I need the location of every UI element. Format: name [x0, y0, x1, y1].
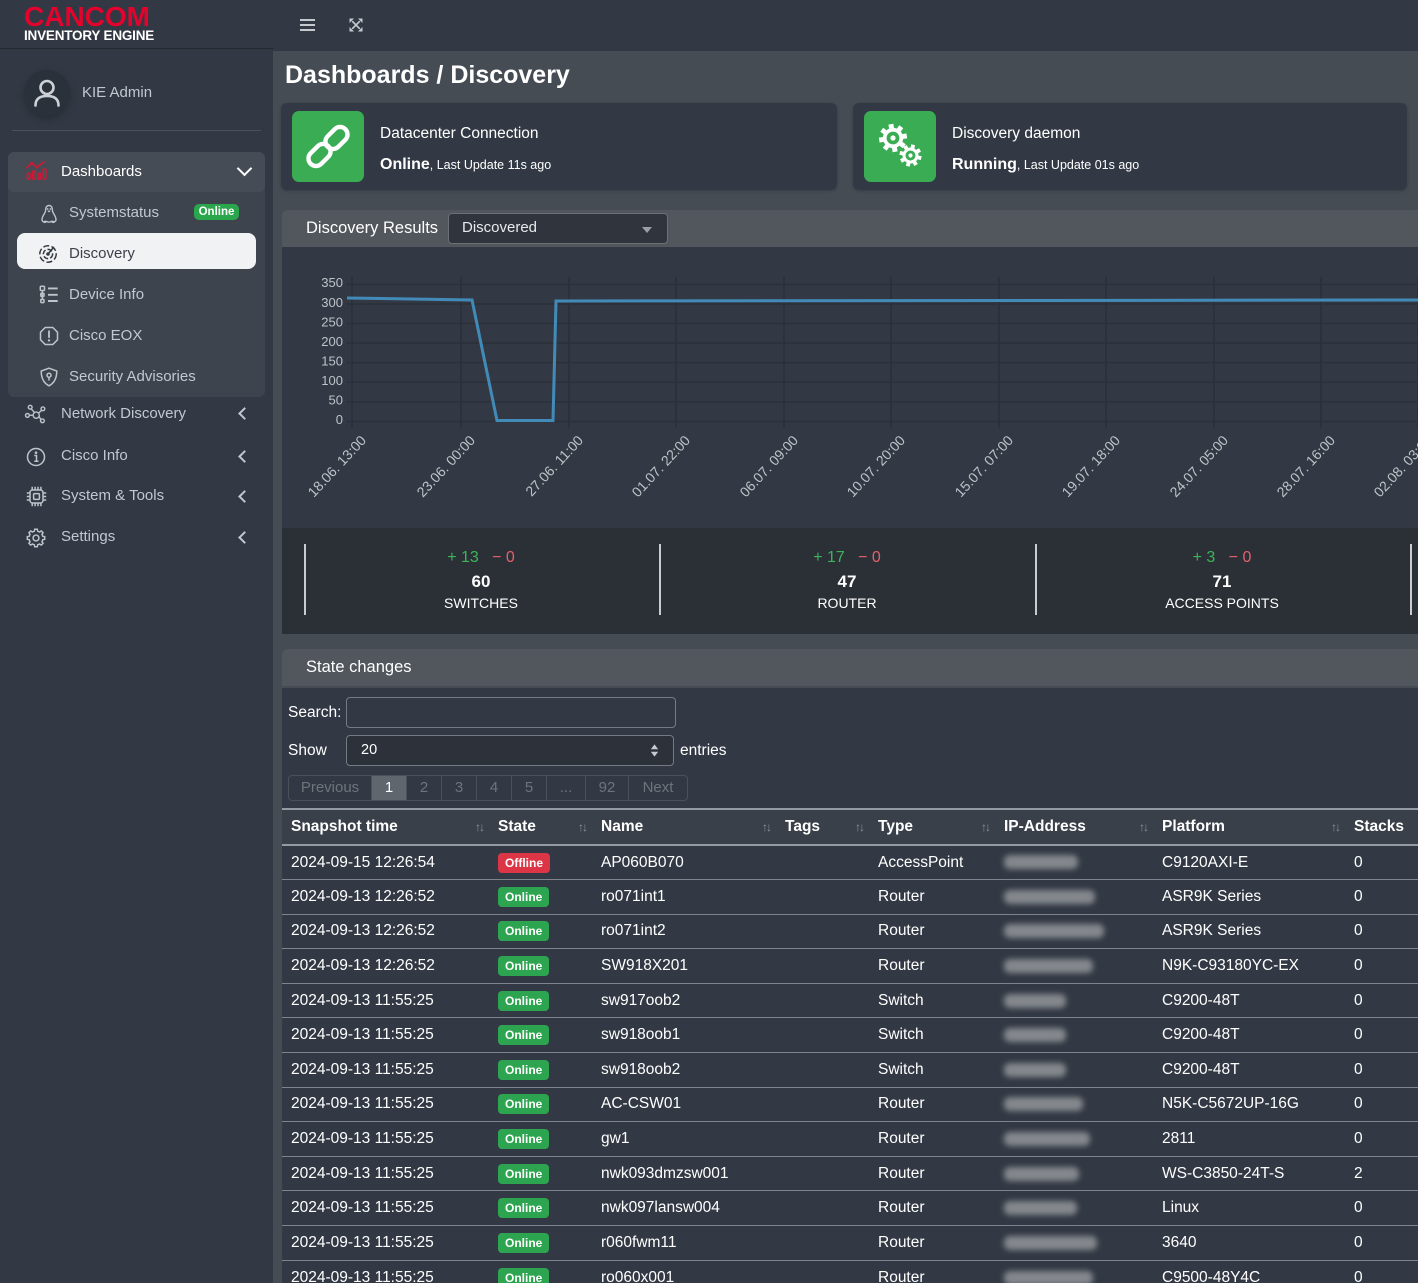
svg-text:01.07. 22:00: 01.07. 22:00: [628, 432, 693, 500]
svg-text:150: 150: [321, 354, 343, 369]
svg-text:19.07. 18:00: 19.07. 18:00: [1058, 432, 1123, 500]
svg-text:28.07. 16:00: 28.07. 16:00: [1273, 432, 1338, 500]
svg-text:18.06. 13:00: 18.06. 13:00: [304, 432, 369, 500]
svg-text:15.07. 07:00: 15.07. 07:00: [951, 432, 1016, 500]
svg-text:300: 300: [321, 295, 343, 310]
svg-text:23.06. 00:00: 23.06. 00:00: [413, 432, 478, 500]
svg-text:02.08. 03:00: 02.08. 03:00: [1370, 432, 1418, 500]
svg-text:200: 200: [321, 334, 343, 349]
svg-text:27.06. 11:00: 27.06. 11:00: [522, 432, 586, 499]
svg-text:10.07. 20:00: 10.07. 20:00: [843, 432, 908, 500]
svg-text:0: 0: [336, 412, 343, 427]
svg-text:350: 350: [321, 275, 343, 290]
svg-text:06.07. 09:00: 06.07. 09:00: [736, 432, 801, 500]
svg-text:250: 250: [321, 314, 343, 329]
svg-text:50: 50: [329, 393, 343, 408]
svg-text:24.07. 05:00: 24.07. 05:00: [1166, 432, 1231, 500]
svg-text:100: 100: [321, 373, 343, 388]
